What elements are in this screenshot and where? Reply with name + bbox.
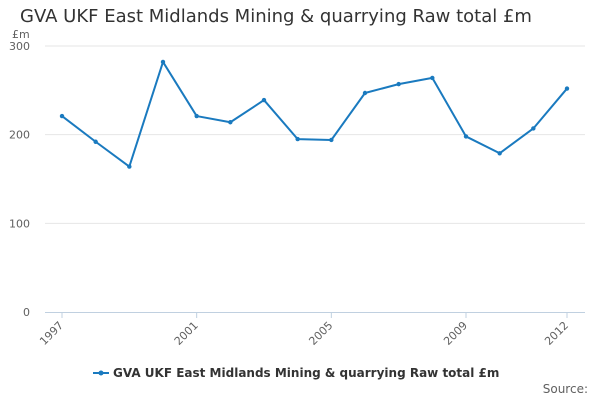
x-tick-label-2001: 2001 <box>172 319 201 348</box>
y-axis-label: £m <box>12 28 30 41</box>
data-point-2006[interactable] <box>362 90 368 96</box>
y-tick-label-0: 0 <box>23 306 30 319</box>
data-point-2009[interactable] <box>463 134 469 139</box>
series-line-0 <box>61 60 568 168</box>
x-tick-label-2009: 2009 <box>441 319 470 348</box>
legend-marker-icon <box>98 370 104 376</box>
legend-item-label[interactable]: GVA UKF East Midlands Mining & quarrying… <box>113 366 499 380</box>
data-point-1997[interactable] <box>59 113 65 119</box>
data-point-2003[interactable] <box>261 97 267 103</box>
x-tick-label-1997: 1997 <box>37 319 66 348</box>
data-point-1999[interactable] <box>127 164 132 169</box>
data-point-2001[interactable] <box>194 113 199 119</box>
legend[interactable]: GVA UKF East Midlands Mining & quarrying… <box>93 366 499 380</box>
y-axis-ticks: 0 100 200 300 <box>9 40 30 319</box>
x-tick-label-2005: 2005 <box>306 319 335 348</box>
source-label: Source: <box>542 382 588 396</box>
y-tick-label-100: 100 <box>9 217 30 230</box>
x-axis-ticks: 1997 2001 2005 2009 2012 <box>37 312 571 348</box>
data-point-2004[interactable] <box>295 136 300 142</box>
data-point-2008[interactable] <box>430 75 435 81</box>
data-point-2010[interactable] <box>497 151 502 156</box>
data-point-2011[interactable] <box>531 126 536 131</box>
grid-lines <box>45 45 585 224</box>
y-tick-label-300: 300 <box>9 40 30 53</box>
y-tick-label-200: 200 <box>9 129 30 142</box>
chart-title: GVA UKF East Midlands Mining & quarrying… <box>20 6 532 27</box>
data-point-2002[interactable] <box>228 120 233 125</box>
data-point-2000[interactable] <box>160 59 166 65</box>
data-point-2012[interactable] <box>564 86 570 91</box>
series-layer <box>59 59 570 169</box>
data-point-2007[interactable] <box>396 81 401 87</box>
x-tick-label-2012: 2012 <box>542 319 571 348</box>
data-point-1998[interactable] <box>93 139 98 144</box>
data-point-2005[interactable] <box>329 137 334 143</box>
